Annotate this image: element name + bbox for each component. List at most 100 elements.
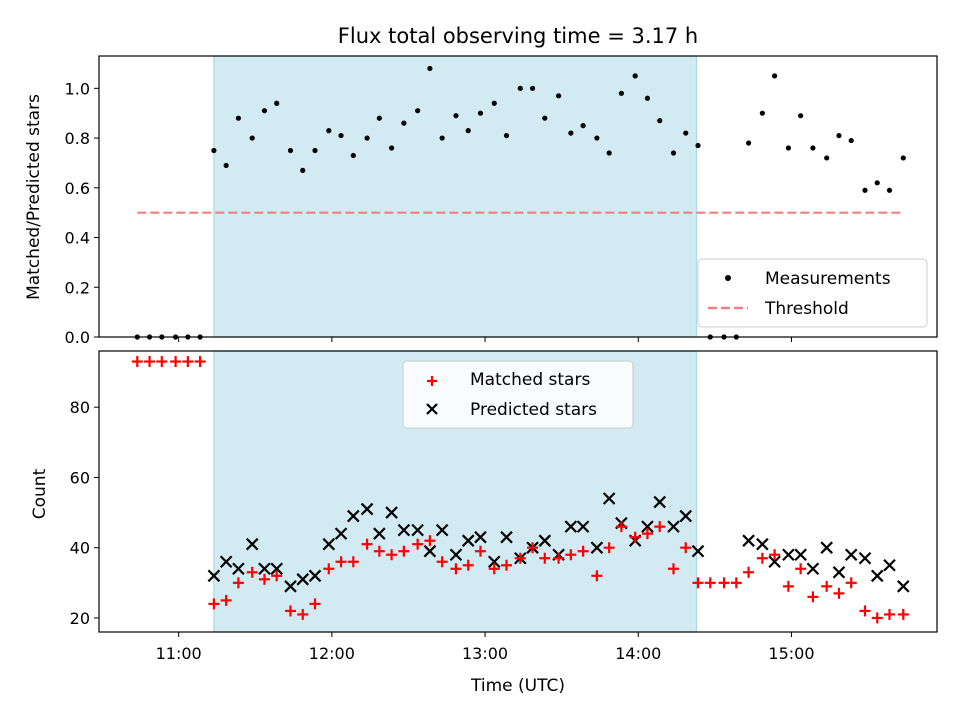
predicted-star-point [897, 580, 910, 593]
matched-star-point [565, 549, 577, 561]
predicted-star-point [742, 534, 755, 547]
legend-matched-marker [427, 376, 437, 386]
predicted-star-point [461, 534, 475, 547]
measurement-point [745, 140, 752, 146]
matched-star-point [704, 577, 716, 589]
predicted-star-point [397, 523, 411, 537]
predicted-star-point [322, 537, 336, 551]
matched-star-point [591, 570, 603, 582]
matched-star-point [436, 556, 448, 568]
predicted-star-point [284, 580, 297, 593]
predicted-star-point [641, 520, 654, 533]
measurement-point [287, 147, 294, 154]
matched-star-point [297, 608, 309, 620]
bottom-axes-frame [98, 350, 938, 633]
predicted-star-point [474, 530, 487, 544]
top-panel: Flux total observing time = 3.17 h 0.00.… [24, 24, 938, 347]
measurement-point [580, 123, 586, 129]
y-tick-label: 0.4 [65, 229, 90, 248]
predicted-star-point [258, 562, 271, 576]
x-tick-label: 14:00 [615, 644, 661, 663]
matched-star-point [488, 563, 500, 575]
measurement-point [644, 95, 651, 101]
measurement-point [338, 132, 344, 139]
predicted-star-point [590, 541, 604, 554]
matched-star-point [412, 538, 424, 550]
predicted-star-point [782, 548, 795, 562]
measurement-point [848, 137, 854, 144]
matched-star-point [845, 577, 857, 589]
top-y-axis-label: Matched/Predicted stars [24, 94, 44, 300]
predicted-star-point [806, 562, 820, 576]
matched-star-point [450, 563, 462, 575]
predicted-star-point [296, 573, 310, 586]
predicted-star-point [334, 527, 348, 540]
predicted-star-point [602, 492, 616, 505]
measurement-point [503, 132, 510, 139]
measurement-point [465, 128, 471, 134]
matched-star-point [386, 549, 398, 561]
matched-star-point [641, 528, 653, 540]
measurement-point [211, 147, 217, 154]
measurement-point [312, 147, 318, 154]
matched-star-point [718, 577, 730, 589]
matched-star-point [859, 605, 871, 617]
observing-window-band [213, 55, 698, 338]
matched-star-point [462, 559, 474, 571]
matched-star-point [833, 587, 845, 599]
predicted-star-point [500, 530, 513, 544]
matched-star-point [603, 542, 615, 554]
matched-star-point [424, 535, 436, 547]
predicted-star-point [576, 520, 590, 533]
measurement-point [695, 142, 701, 149]
matched-star-point [730, 577, 742, 589]
measurement-point [632, 73, 638, 79]
matched-star-point [577, 545, 589, 557]
matched-star-point [347, 556, 359, 568]
measurement-point [785, 145, 791, 151]
measurement-point [568, 130, 574, 136]
top-x-ticks [178, 337, 792, 342]
measurement-point [683, 130, 689, 136]
y-tick-label: 20 [70, 609, 90, 628]
measurement-point [606, 150, 612, 156]
y-tick-label: 0.8 [65, 129, 90, 148]
measurement-point [542, 115, 548, 121]
predicted-star-point [756, 537, 769, 551]
measurement-point [300, 167, 306, 173]
matched-star-point [373, 545, 385, 557]
matched-star-point [309, 598, 321, 610]
matched-star-point [629, 531, 641, 543]
measurement-point [670, 150, 677, 156]
measurement-point [874, 180, 880, 186]
measurement-point [389, 145, 395, 151]
matched-star-point [501, 559, 513, 571]
predicted-star-point [653, 495, 666, 509]
measurement-point [517, 85, 523, 91]
matched-star-point [897, 608, 909, 620]
y-tick-label: 60 [70, 468, 90, 487]
measurement-point [862, 187, 868, 193]
predicted-star-point [679, 509, 693, 523]
y-tick-label: 80 [70, 398, 90, 417]
matched-star-point [156, 356, 168, 368]
measurement-point [376, 115, 382, 121]
matched-star-point [743, 566, 755, 578]
x-tick-label: 12:00 [309, 644, 355, 663]
chart-title: Flux total observing time = 3.17 h [338, 24, 698, 48]
matched-star-point [667, 563, 679, 575]
measurement-point [477, 110, 484, 116]
measurement-point [427, 65, 433, 72]
predicted-star-point [423, 544, 437, 558]
measurement-point [326, 128, 332, 134]
matched-star-point [782, 580, 794, 592]
predicted-star-point [435, 523, 449, 537]
measurement-point [274, 100, 280, 106]
legend-predicted-marker [426, 403, 438, 415]
top-axes-frame [98, 55, 938, 338]
matched-stars-points [131, 356, 909, 624]
matched-star-point [769, 549, 781, 561]
matched-star-point [194, 356, 206, 368]
predicted-star-point [768, 555, 781, 569]
predicted-star-point [308, 569, 322, 583]
